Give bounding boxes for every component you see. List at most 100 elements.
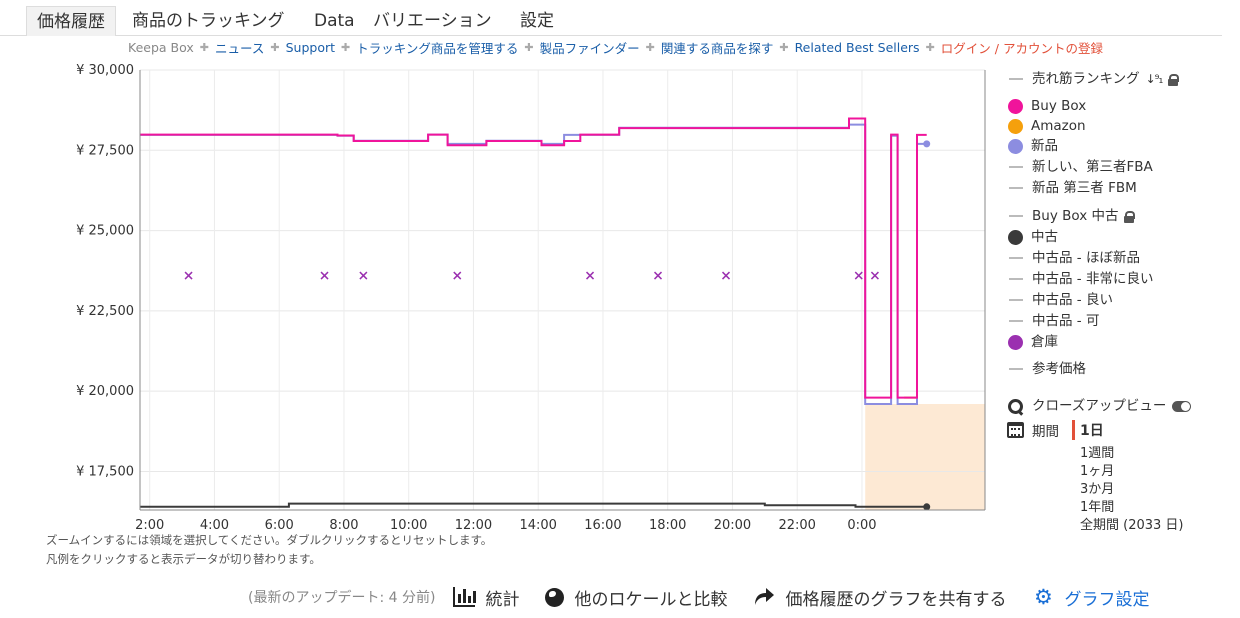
nav-related-products-link[interactable]: 関連する商品を探す	[660, 40, 774, 56]
series-line	[140, 123, 927, 405]
legend-label: 中古	[1031, 229, 1058, 245]
legend-dash-icon	[1009, 257, 1023, 259]
share-icon	[753, 587, 775, 607]
x-marker-stroke	[653, 271, 663, 280]
calendar-icon	[1007, 422, 1024, 438]
period-option-1-week[interactable]: 1週間	[1080, 446, 1115, 461]
graph-settings-button[interactable]: ⚙ グラフ設定	[1032, 585, 1149, 610]
legend-label: Buy Box 中古	[1032, 208, 1119, 224]
legend-dash-icon	[1009, 215, 1023, 217]
period-label: 期間	[1032, 424, 1059, 440]
legend-label: 売れ筋ランキング	[1032, 71, 1140, 87]
warehouse-point	[184, 271, 193, 280]
compare-locales-button[interactable]: 他のロケールと比較	[545, 585, 727, 610]
last-update-text: (最新のアップデート: 4 分前)	[248, 590, 436, 606]
gear-icon: ⚙	[1034, 585, 1053, 609]
legend-dash-icon	[1009, 320, 1023, 322]
x-tick-label: 8:00	[329, 518, 358, 533]
legend-dash-icon	[1009, 166, 1023, 168]
tab-settings[interactable]: 設定	[520, 11, 554, 31]
warehouse-point	[585, 271, 595, 280]
price-history-chart[interactable]: ¥ 17,500 ¥ 20,000 ¥ 22,500 ¥ 25,000 ¥ 27,500…	[0, 60, 1000, 540]
series-end-point	[923, 503, 931, 511]
legend-item-warehouse[interactable]: 倉庫	[1007, 332, 1058, 352]
x-marker-stroke	[721, 271, 731, 280]
x-marker-stroke	[453, 271, 462, 280]
legend-label: 新品	[1031, 138, 1058, 154]
separator-icon: ✚	[341, 40, 351, 54]
legend-label: 倉庫	[1031, 334, 1058, 350]
period-control: 期間	[1007, 420, 1059, 440]
nav-product-finder-link[interactable]: 製品ファインダー	[539, 40, 640, 56]
period-option-1-year[interactable]: 1年間	[1080, 500, 1115, 515]
x-tick-label: 14:00	[519, 518, 556, 533]
separator-icon: ✚	[925, 40, 935, 54]
legend-dot-icon	[1008, 138, 1023, 154]
legend-dash-icon	[1009, 368, 1023, 370]
legend-item-sales-rank[interactable]: 売れ筋ランキング ↓⁹₁	[1007, 69, 1180, 89]
legend-item-used[interactable]: 中古	[1007, 227, 1058, 247]
separator-icon: ✚	[779, 40, 789, 54]
tab-tracking[interactable]: 商品のトラッキング	[132, 11, 285, 31]
tab-variations[interactable]: バリエーション	[373, 11, 492, 31]
statistics-button[interactable]: 統計	[453, 585, 519, 610]
tab-data[interactable]: Data	[314, 11, 355, 31]
footer-toolbar: (最新のアップデート: 4 分前) 統計 他のロケールと比較 価格履歴のグラフを…	[248, 583, 1149, 611]
y-tick-label: ¥ 22,500	[76, 304, 134, 319]
y-tick-label: ¥ 25,000	[76, 224, 134, 239]
legend-label: 中古品 - 非常に良い	[1032, 271, 1154, 287]
legend-item-buy-box[interactable]: Buy Box	[1007, 96, 1086, 116]
login-link[interactable]: ログイン / アカウントの登録	[940, 40, 1103, 56]
x-tick-label: 18:00	[649, 518, 686, 533]
period-option-1-month[interactable]: 1ヶ月	[1080, 464, 1115, 479]
series-line	[140, 117, 927, 399]
y-tick-label: ¥ 27,500	[76, 143, 134, 158]
period-option-all[interactable]: 全期間 (2033 日)	[1080, 518, 1184, 533]
sort-numeric-icon[interactable]: ↓⁹₁	[1145, 72, 1164, 86]
nav-related-best-sellers-link[interactable]: Related Best Sellers	[794, 39, 920, 55]
y-tick-label: ¥ 30,000	[76, 63, 134, 78]
legend-item-amazon[interactable]: Amazon	[1007, 116, 1086, 136]
legend-dash-icon	[1009, 187, 1023, 189]
period-option-1-day[interactable]: 1日	[1072, 420, 1104, 440]
statistics-label: 統計	[485, 589, 520, 610]
share-graph-label: 価格履歴のグラフを共有する	[785, 589, 1007, 610]
series-line	[140, 502, 927, 508]
legend-item-list-price[interactable]: 参考価格	[1007, 359, 1086, 379]
nav-news-link[interactable]: ニュース	[214, 40, 265, 56]
x-marker-stroke	[854, 271, 863, 280]
closeup-toggle[interactable]	[1172, 400, 1192, 412]
legend-item-new[interactable]: 新品	[1007, 136, 1058, 156]
legend-item-new-fbm[interactable]: 新品 第三者 FBM	[1007, 178, 1137, 198]
closeup-view-control: クローズアップビュー	[1007, 395, 1192, 417]
legend-item-used-acceptable[interactable]: 中古品 - 可	[1007, 311, 1099, 331]
separator-icon: ✚	[199, 40, 209, 54]
warehouse-point	[721, 271, 731, 280]
legend-item-buy-box-used[interactable]: Buy Box 中古	[1007, 206, 1136, 226]
sub-navigation: Keepa Box ✚ ニュース ✚ Support ✚ トラッキング商品を管理…	[128, 38, 1103, 56]
legend-label: 参考価格	[1032, 361, 1086, 377]
legend-hint: 凡例をクリックすると表示データが切り替わります。	[46, 552, 321, 566]
legend-item-used-like-new[interactable]: 中古品 - ほぼ新品	[1007, 248, 1140, 268]
legend-dot-icon	[1008, 334, 1023, 350]
legend-dot-icon	[1008, 118, 1023, 134]
legend-item-used-good[interactable]: 中古品 - 良い	[1007, 290, 1113, 310]
separator-icon: ✚	[645, 40, 655, 54]
legend-item-new-fba[interactable]: 新しい、第三者FBA	[1007, 157, 1153, 177]
nav-support-link[interactable]: Support	[285, 39, 336, 55]
x-tick-label: 20:00	[714, 518, 751, 533]
keepa-box-label: Keepa Box	[128, 39, 194, 55]
legend-label: Buy Box	[1031, 98, 1087, 114]
x-tick-label: 0:00	[847, 518, 876, 533]
x-tick-label: 4:00	[200, 518, 229, 533]
legend-item-used-very-good[interactable]: 中古品 - 非常に良い	[1007, 269, 1153, 289]
y-tick-label: ¥ 20,000	[76, 384, 134, 399]
x-tick-label: 10:00	[390, 518, 427, 533]
share-graph-button[interactable]: 価格履歴のグラフを共有する	[753, 585, 1006, 610]
nav-manage-tracking-link[interactable]: トラッキング商品を管理する	[356, 40, 519, 56]
y-tick-label: ¥ 17,500	[76, 464, 134, 479]
tab-price-history[interactable]: 価格履歴	[26, 6, 116, 36]
x-marker-stroke	[184, 271, 193, 280]
separator-icon: ✚	[270, 40, 280, 54]
period-option-3-months[interactable]: 3か月	[1080, 482, 1115, 497]
